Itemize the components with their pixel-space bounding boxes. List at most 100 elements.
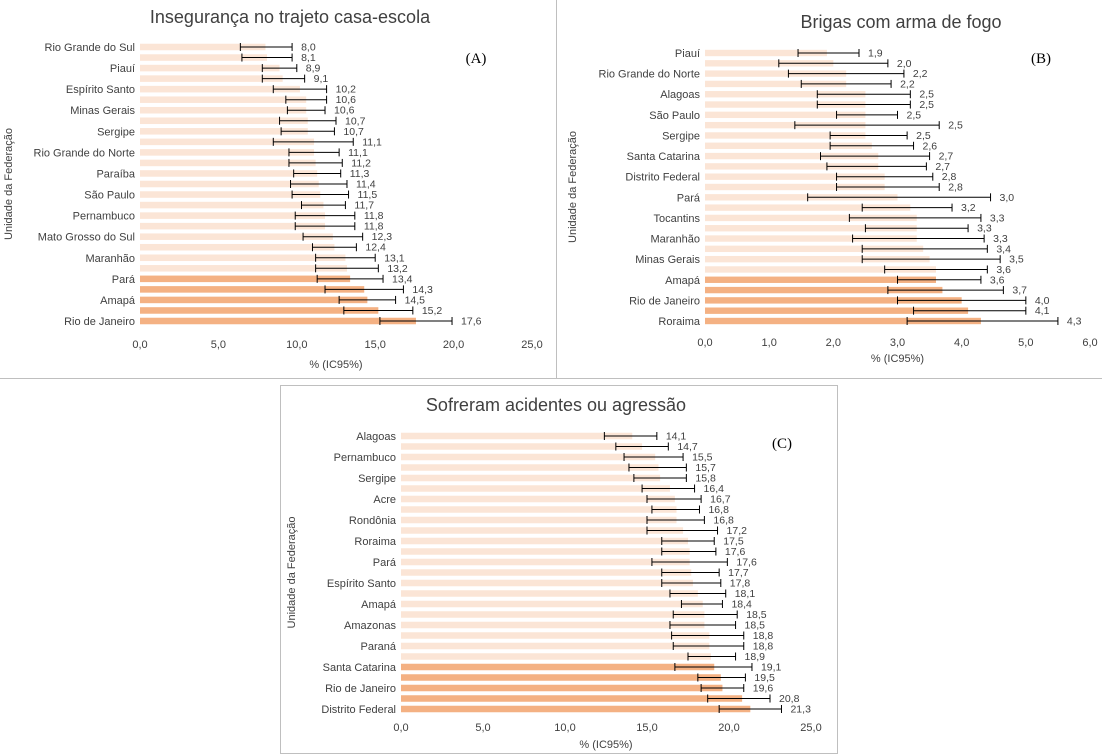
data-label: 4,0 bbox=[1035, 295, 1050, 307]
bar bbox=[705, 183, 885, 191]
bar bbox=[705, 214, 917, 222]
bar bbox=[401, 474, 661, 482]
data-label: 14,7 bbox=[677, 441, 698, 453]
data-label: 2,7 bbox=[935, 161, 950, 173]
data-label: 18,4 bbox=[731, 599, 752, 611]
data-label: 11,5 bbox=[358, 189, 378, 201]
category-label: Alagoas bbox=[356, 431, 396, 443]
data-label: 11,8 bbox=[364, 221, 384, 233]
data-label: 21,3 bbox=[790, 704, 811, 716]
category-label: Distrito Federal bbox=[625, 172, 700, 184]
bar bbox=[140, 106, 307, 114]
bar bbox=[140, 54, 268, 61]
x-tick-label: 15,0 bbox=[636, 722, 657, 734]
category-label: Espírito Santo bbox=[327, 578, 396, 590]
bar bbox=[140, 85, 300, 93]
data-label: 14,1 bbox=[666, 431, 687, 443]
x-tick-label: 2,0 bbox=[826, 337, 841, 349]
bar bbox=[705, 266, 936, 273]
bar bbox=[140, 117, 308, 125]
x-tick-label: 6,0 bbox=[1082, 337, 1097, 349]
x-tick-label: 5,0 bbox=[1018, 337, 1033, 349]
data-label: 12,4 bbox=[365, 242, 386, 254]
bar bbox=[705, 152, 879, 160]
data-label: 2,2 bbox=[913, 68, 928, 80]
bar bbox=[705, 70, 847, 77]
category-label: Santa Catarina bbox=[627, 151, 701, 163]
data-label: 2,2 bbox=[900, 78, 915, 90]
bar bbox=[140, 149, 315, 156]
panel-label: (C) bbox=[772, 436, 792, 452]
bar bbox=[140, 254, 346, 262]
data-label: 8,0 bbox=[301, 42, 316, 54]
bar bbox=[140, 265, 347, 272]
x-tick-label: 5,0 bbox=[211, 339, 226, 351]
bar bbox=[140, 286, 365, 293]
bar bbox=[705, 142, 872, 149]
bar bbox=[140, 212, 326, 219]
category-label: Pará bbox=[677, 192, 701, 204]
category-label: Roraima bbox=[354, 536, 396, 548]
data-label: 16,8 bbox=[708, 504, 729, 516]
category-label: Distrito Federal bbox=[321, 704, 396, 716]
bar bbox=[140, 138, 315, 146]
data-label: 15,7 bbox=[695, 462, 716, 474]
data-label: 18,8 bbox=[753, 641, 774, 653]
data-label: 10,7 bbox=[345, 115, 366, 127]
data-label: 17,6 bbox=[736, 557, 757, 569]
data-label: 18,5 bbox=[746, 609, 767, 621]
bar bbox=[140, 222, 326, 230]
x-tick-label: 20,0 bbox=[718, 722, 739, 734]
bar bbox=[705, 225, 917, 232]
data-label: 3,6 bbox=[990, 274, 1005, 286]
category-label: Pará bbox=[112, 274, 136, 286]
data-label: 10,6 bbox=[336, 94, 357, 106]
data-label: 16,7 bbox=[710, 494, 731, 506]
bar bbox=[401, 695, 743, 702]
category-label: Alagoas bbox=[660, 89, 700, 101]
x-axis-label: % (IC95%) bbox=[579, 739, 632, 751]
data-label: 2,5 bbox=[916, 130, 931, 142]
data-label: 18,5 bbox=[745, 620, 766, 632]
data-label: 3,7 bbox=[1012, 285, 1027, 297]
bar bbox=[401, 684, 723, 692]
data-label: 2,5 bbox=[919, 99, 934, 111]
data-label: 8,1 bbox=[301, 52, 316, 64]
data-label: 2,5 bbox=[907, 109, 922, 121]
chart-panel-c: Sofreram acidentes ou agressão (C) Unidade… bbox=[281, 386, 835, 751]
bar bbox=[401, 527, 684, 534]
bar bbox=[705, 245, 924, 253]
data-label: 2,0 bbox=[897, 58, 912, 70]
data-label: 3,2 bbox=[961, 202, 976, 214]
category-label: Piauí bbox=[675, 48, 700, 60]
data-label: 18,1 bbox=[735, 588, 756, 600]
chart-b: Brigas com arma de fogo (B) Unidade da Fed… bbox=[567, 12, 1098, 365]
category-label: Maranhão bbox=[650, 234, 700, 246]
data-label: 3,0 bbox=[1000, 192, 1015, 204]
panel-label: (B) bbox=[1031, 51, 1051, 67]
x-tick-label: 20,0 bbox=[443, 339, 464, 351]
chart-a: Insegurança no trajeto casa-escola (A) Uni… bbox=[3, 7, 543, 371]
category-label: São Paulo bbox=[84, 190, 135, 202]
bar bbox=[401, 443, 643, 450]
bar bbox=[140, 317, 416, 325]
x-axis-label: % (IC95%) bbox=[309, 359, 362, 371]
data-label: 4,1 bbox=[1035, 305, 1050, 317]
data-label: 10,7 bbox=[343, 126, 364, 138]
data-label: 3,6 bbox=[996, 264, 1011, 276]
bar bbox=[705, 132, 866, 139]
data-label: 11,4 bbox=[356, 179, 376, 191]
data-label: 16,8 bbox=[713, 515, 734, 527]
category-label: Rio Grande do Sul bbox=[45, 42, 136, 54]
bar bbox=[401, 464, 659, 471]
bar bbox=[140, 43, 266, 51]
data-label: 18,8 bbox=[753, 630, 774, 642]
x-tick-label: 25,0 bbox=[800, 722, 821, 734]
data-label: 17,5 bbox=[723, 536, 744, 548]
bar bbox=[705, 297, 962, 304]
category-label: Espírito Santo bbox=[66, 84, 135, 96]
chart-title: Sofreram acidentes ou agressão bbox=[426, 395, 686, 415]
bar bbox=[705, 60, 834, 67]
data-label: 3,3 bbox=[993, 233, 1008, 245]
bar bbox=[705, 173, 885, 180]
